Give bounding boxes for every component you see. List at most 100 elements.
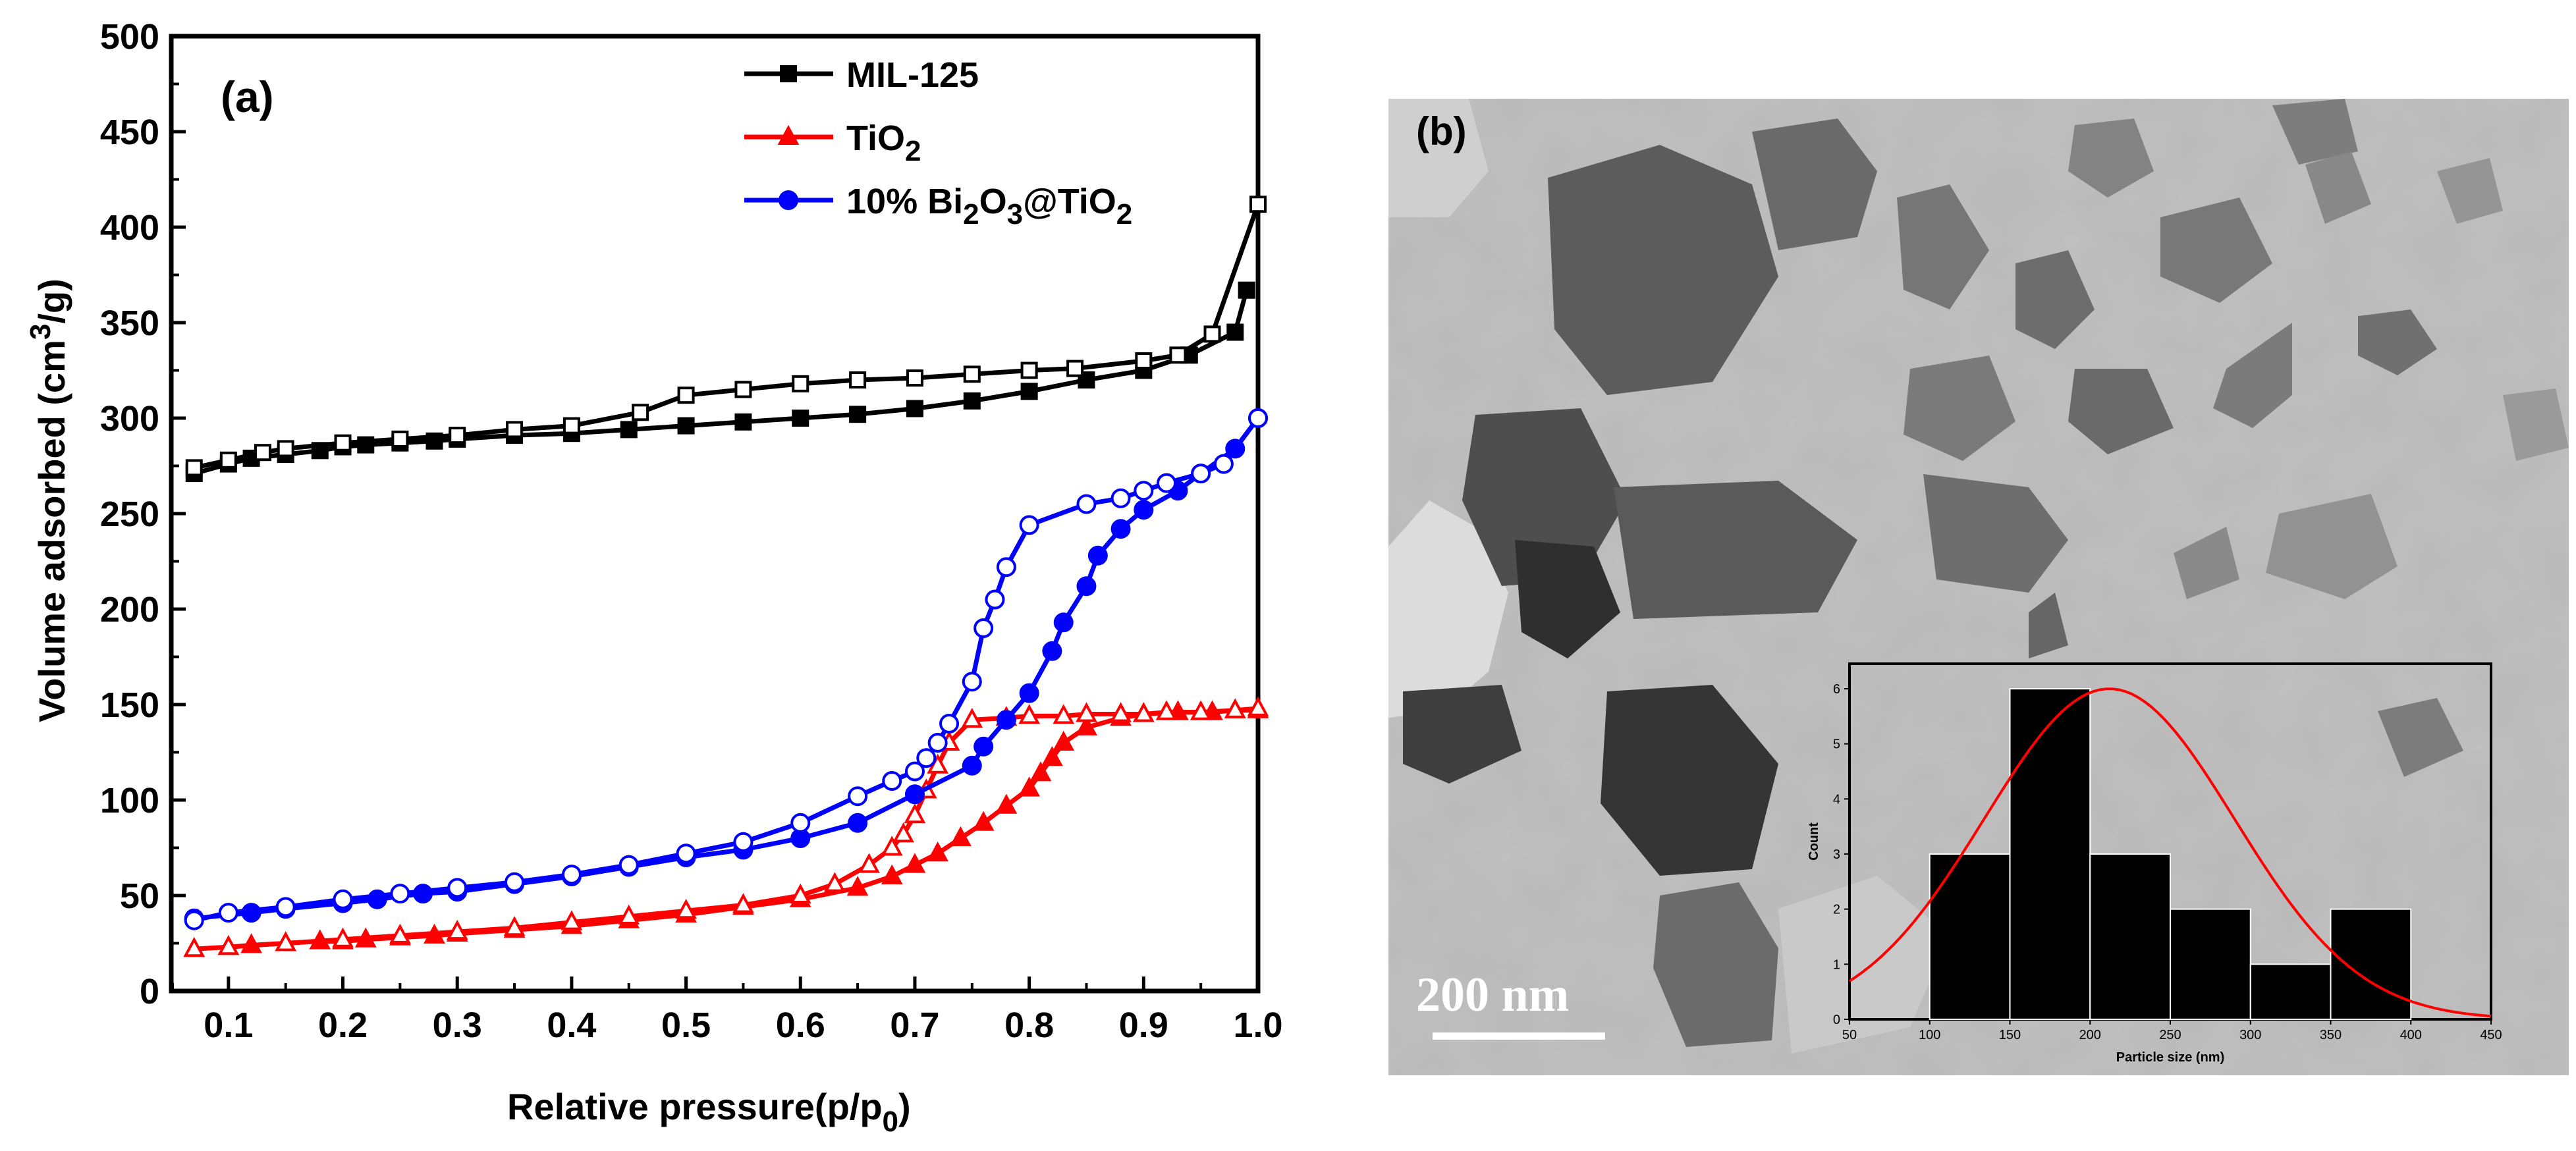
data-point: [1224, 698, 1246, 718]
legend-label: MIL-125: [846, 55, 979, 95]
series-line: [193, 416, 1260, 923]
data-point: [985, 589, 1005, 610]
data-point: [391, 430, 409, 448]
data-point: [219, 451, 237, 469]
series-tio2-desorption: [183, 696, 1269, 957]
inset-x-tick-label: 450: [2480, 1028, 2502, 1042]
data-point: [620, 421, 638, 439]
x-tick-label: 0.3: [433, 1005, 482, 1045]
y-tick-label: 450: [100, 113, 159, 152]
data-point: [1110, 488, 1131, 508]
y-tick-label: 400: [100, 208, 159, 248]
histogram-bar: [2249, 963, 2332, 1021]
data-point: [561, 910, 583, 930]
inset-histogram: 50 100 150 200 250 300 350 400 450 0 1 2 3 4 5 6 Partic…: [1807, 662, 2502, 1065]
data-point: [939, 714, 960, 734]
series-line: [194, 706, 1259, 951]
inset-x-tick-label: 50: [1842, 1028, 1857, 1042]
data-point: [848, 786, 868, 807]
x-axis-label-sub: 0: [883, 1106, 898, 1138]
data-point: [858, 853, 880, 873]
y-tick-label: 100: [100, 781, 159, 820]
histogram-bar: [2330, 908, 2412, 1020]
data-point: [996, 710, 1016, 730]
inset-y-tick-label: 5: [1833, 737, 1840, 752]
data-point: [962, 672, 982, 692]
x-axis-label: Relative pressure(p/p0): [507, 1086, 911, 1138]
legend: MIL-125 TiO2 10% Bi2O3@TiO2: [744, 55, 1132, 230]
data-point: [963, 365, 981, 383]
y-tick-label: 300: [100, 399, 159, 439]
data-point: [1247, 696, 1269, 716]
data-point: [846, 876, 869, 896]
data-point: [562, 417, 580, 435]
data-point: [1019, 515, 1039, 535]
data-point: [1018, 704, 1040, 724]
inset-x-axis-label: Particle size (nm): [2116, 1050, 2225, 1065]
inset-x-tick-label: 150: [1999, 1028, 2021, 1042]
y-axis-label-sup: 3: [24, 324, 57, 340]
histogram-bar: [2170, 908, 2251, 1020]
x-axis-label-main: Relative pressure(p/p: [507, 1086, 883, 1127]
data-point: [277, 440, 294, 458]
series-tio2-adsorption: [183, 698, 1269, 957]
data-point: [1076, 702, 1097, 722]
inset-bars: [1929, 688, 2412, 1021]
data-point: [1018, 776, 1040, 797]
data-point: [792, 410, 809, 427]
data-point: [950, 826, 972, 846]
data-point: [184, 910, 204, 930]
y-tick-label: 0: [140, 972, 159, 1011]
inset-x-tick-label: 100: [1919, 1028, 1940, 1042]
data-point: [675, 899, 697, 919]
data-point: [334, 434, 352, 452]
legend-marker: [780, 65, 797, 82]
data-point: [449, 427, 466, 444]
data-point: [1053, 704, 1075, 724]
inset-y-tick-label: 4: [1833, 792, 1840, 807]
x-tick-label: 0.2: [318, 1005, 368, 1045]
data-point: [892, 822, 914, 843]
data-point: [1076, 494, 1097, 514]
data-point: [1169, 346, 1187, 364]
series-line: [194, 708, 1258, 951]
data-point: [677, 387, 695, 404]
data-point: [446, 919, 468, 940]
data-point: [906, 400, 923, 417]
data-point: [882, 771, 902, 791]
data-point: [1249, 196, 1267, 213]
series-10-bi2o3-tio2-adsorption: [184, 408, 1268, 928]
x-tick-label: 0.8: [1004, 1005, 1054, 1045]
inset-x-tick-label: 250: [2159, 1028, 2181, 1042]
x-tick-label: 0.4: [547, 1005, 596, 1045]
data-point: [1248, 408, 1268, 428]
inset-y-tick-label: 1: [1833, 957, 1840, 972]
inset-y-axis-label: Count: [1807, 822, 1821, 861]
x-tick-label: 0.5: [661, 1005, 711, 1045]
data-point: [503, 916, 526, 936]
data-point: [1053, 730, 1075, 751]
legend-label: 10% Bi2O3@TiO2: [846, 182, 1132, 230]
data-point: [789, 883, 811, 903]
data-point: [1132, 702, 1155, 722]
inset-y-tick-label: 6: [1833, 682, 1840, 697]
data-point: [792, 375, 809, 392]
data-point: [973, 618, 994, 638]
data-point: [618, 904, 640, 924]
x-tick-label: 0.7: [890, 1005, 939, 1045]
data-point: [1019, 683, 1039, 703]
y-tick-label: 50: [120, 876, 159, 916]
scale-bar: [1433, 1032, 1605, 1040]
x-tick-label: 0.6: [776, 1005, 825, 1045]
data-point: [632, 404, 649, 421]
data-point: [849, 406, 867, 423]
data-point: [927, 842, 949, 862]
data-point: [881, 864, 903, 884]
data-point: [734, 413, 752, 431]
y-axis-label: Volume adsorbed (cm3/g): [24, 279, 72, 722]
panel-a-ticks: 0.1 0.2 0.3 0.4 0.5 0.6 0.7 0.8 0.9 1.0 0 50 100 150 2…: [100, 17, 1283, 1045]
panel-a-series: [183, 196, 1269, 957]
x-axis-label-close: ): [898, 1086, 911, 1127]
data-point: [906, 369, 923, 387]
